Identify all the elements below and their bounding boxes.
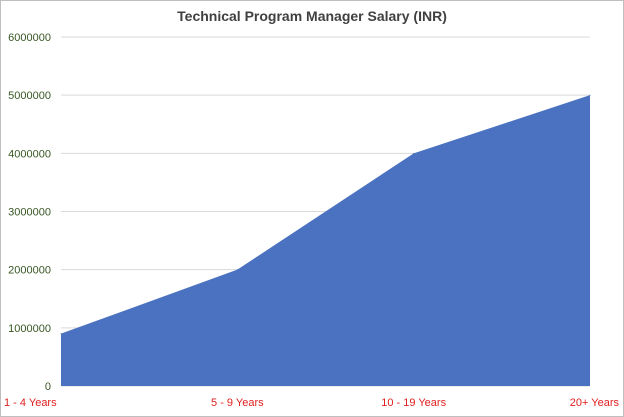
area-fill [61, 95, 590, 387]
y-tick-label: 4000000 [8, 148, 51, 160]
y-tick-label: 3000000 [8, 207, 51, 219]
x-tick-label: 20+ Years [570, 397, 620, 409]
x-tick-label: 10 - 19 Years [381, 397, 446, 409]
y-tick-label: 6000000 [8, 32, 51, 44]
y-axis-labels: 0 1000000 2000000 3000000 4000000 5000000 6000… [8, 32, 51, 393]
y-tick-label: 0 [45, 381, 51, 393]
data-point [589, 94, 591, 96]
area-series [60, 94, 591, 387]
chart-title: Technical Program Manager Salary (INR) [177, 8, 447, 24]
y-tick-label: 5000000 [8, 90, 51, 102]
x-tick-label: 5 - 9 Years [211, 397, 264, 409]
x-tick-label: 1 - 4 Years [4, 397, 57, 409]
x-axis-labels: 1 - 4 Years 5 - 9 Years 10 - 19 Years 20+ Y… [4, 397, 619, 409]
data-point [60, 333, 62, 335]
y-tick-label: 1000000 [8, 323, 51, 335]
y-tick-label: 2000000 [8, 265, 51, 277]
data-point [413, 152, 415, 154]
data-point [236, 269, 238, 271]
